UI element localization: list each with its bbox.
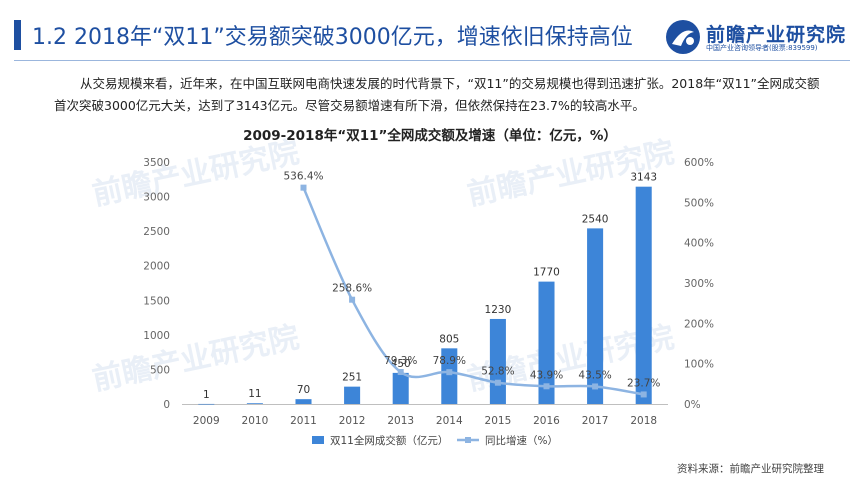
- x-tick-label: 2016: [533, 415, 560, 427]
- left-axis-tick: 2000: [143, 261, 170, 273]
- legend-bar-swatch: [312, 436, 324, 444]
- title-accent-bar: [14, 20, 21, 50]
- growth-label-2016: 43.9%: [530, 369, 563, 381]
- watermark-text: 前瞻产业研究院: [89, 320, 302, 398]
- intro-paragraph: 从交易规模来看，近年来，在中国互联网电商快速发展的时代背景下，“双11”的交易规…: [54, 76, 820, 113]
- bar-2009: [198, 403, 215, 405]
- title-divider: [14, 60, 850, 61]
- right-axis-tick: 500%: [684, 197, 714, 209]
- growth-label-2015: 52.8%: [481, 366, 514, 378]
- legend-line-marker: [465, 437, 471, 443]
- growth-point-2013: [397, 369, 404, 376]
- x-tick-label: 2012: [339, 415, 366, 427]
- chart-title: 2009-2018年“双11”全网成交额及增速（单位：亿元，%）: [243, 128, 617, 144]
- bar-2018: [635, 186, 652, 404]
- legend-line-label: 同比增速（%）: [485, 434, 558, 447]
- right-axis-tick: 300%: [684, 278, 714, 290]
- x-tick-label: 2014: [436, 415, 463, 427]
- x-tick-label: 2017: [582, 415, 609, 427]
- x-tick-label: 2015: [485, 415, 512, 427]
- bar-label-2010: 11: [248, 388, 261, 400]
- x-tick-label: 2011: [290, 415, 317, 427]
- growth-point-2016: [543, 383, 550, 390]
- growth-label-2011: 536.4%: [283, 171, 323, 183]
- bar-label-2015: 1230: [485, 304, 512, 316]
- logo-name: 前瞻产业研究院: [706, 24, 847, 46]
- bar-label-2011: 70: [297, 384, 310, 396]
- logo-icon: [666, 20, 700, 54]
- bar-2010: [246, 403, 263, 404]
- bar-label-2009: 1: [203, 389, 210, 401]
- left-axis-tick: 3000: [143, 192, 170, 204]
- left-axis-tick: 2500: [143, 226, 170, 238]
- right-axis-tick: 200%: [684, 318, 714, 330]
- bar-2017: [587, 228, 604, 404]
- bar-label-2018: 3143: [630, 172, 657, 184]
- growth-point-2014: [446, 369, 453, 376]
- logo-subtitle: 中国产业咨询领导者(股票:839599): [706, 44, 818, 52]
- right-axis-tick: 600%: [684, 157, 714, 169]
- page-title: 1.2 2018年“双11”交易额突破3000亿元，增速依旧保持高位: [32, 25, 633, 50]
- right-axis-tick: 400%: [684, 238, 714, 250]
- bar-2011: [295, 399, 312, 404]
- bar-2012: [344, 386, 361, 404]
- bar-label-2016: 1770: [533, 267, 560, 279]
- bar-label-2017: 2540: [582, 213, 609, 225]
- source-note: 资料来源：前瞻产业研究院整理: [677, 463, 824, 475]
- bar-2013: [392, 372, 409, 404]
- right-axis-tick: 0%: [684, 399, 701, 411]
- growth-label-2012: 258.6%: [332, 283, 372, 295]
- bar-2016: [538, 281, 555, 404]
- left-axis-tick: 500: [150, 364, 170, 376]
- growth-label-2018: 23.7%: [627, 377, 660, 389]
- bar-label-2012: 251: [342, 372, 362, 384]
- bar-2015: [489, 318, 506, 404]
- growth-point-2015: [494, 379, 501, 386]
- right-axis-tick: 100%: [684, 359, 714, 371]
- left-axis-tick: 0: [163, 399, 170, 411]
- growth-point-2011: [300, 184, 307, 191]
- x-tick-label: 2009: [193, 415, 220, 427]
- growth-point-2017: [592, 383, 599, 390]
- legend-bar-label: 双11全网成交额（亿元）: [330, 434, 448, 447]
- bar-2014: [441, 348, 458, 404]
- title-bar: 1.2 2018年“双11”交易额突破3000亿元，增速依旧保持高位 前瞻产业研…: [0, 0, 860, 64]
- watermark-text: 前瞻产业研究院: [89, 135, 302, 213]
- x-tick-label: 2013: [387, 415, 414, 427]
- left-axis-tick: 1000: [143, 330, 170, 342]
- growth-point-2012: [349, 296, 356, 303]
- growth-label-2013: 79.3%: [384, 355, 417, 367]
- bar-label-2014: 805: [439, 333, 459, 345]
- x-tick-label: 2018: [630, 415, 657, 427]
- growth-label-2017: 43.5%: [578, 369, 611, 381]
- x-tick-label: 2010: [242, 415, 269, 427]
- left-axis-tick: 1500: [143, 295, 170, 307]
- left-axis-tick: 3500: [143, 157, 170, 169]
- brand-logo: 前瞻产业研究院 中国产业咨询领导者(股票:839599): [664, 18, 854, 56]
- growth-label-2014: 78.9%: [433, 355, 466, 367]
- growth-point-2018: [640, 391, 647, 398]
